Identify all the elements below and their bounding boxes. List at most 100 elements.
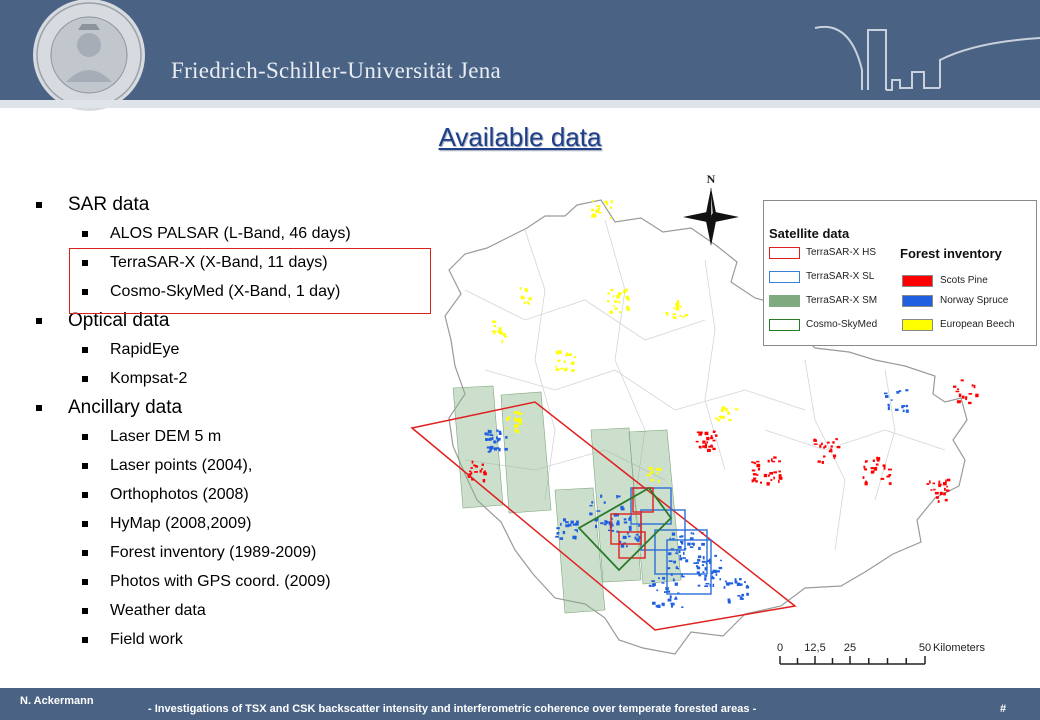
forest-point — [836, 446, 841, 449]
forest-point — [519, 287, 522, 290]
forest-point — [672, 578, 675, 582]
forest-point — [616, 294, 620, 298]
forest-point — [494, 448, 497, 451]
forest-point — [618, 300, 621, 304]
forest-point — [712, 447, 716, 451]
forest-point — [727, 600, 731, 604]
forest-point — [682, 557, 686, 559]
forest-point — [613, 513, 618, 517]
forest-point — [470, 471, 473, 475]
forest-point — [773, 476, 775, 480]
forest-point — [945, 479, 947, 483]
forest-point — [938, 484, 941, 488]
forest-point — [971, 384, 974, 387]
forest-point — [528, 298, 532, 301]
footer-band: N. Ackermann - Investigations of TSX and… — [0, 688, 1040, 720]
forest-point — [563, 369, 568, 372]
forest-point — [600, 522, 604, 525]
forest-point — [604, 520, 608, 524]
forest-point — [685, 559, 689, 563]
forest-point — [695, 440, 699, 443]
forest-point — [562, 530, 566, 535]
forest-point — [698, 433, 702, 436]
forest-point — [883, 392, 888, 395]
forest-point — [756, 474, 759, 476]
forest-point — [664, 591, 668, 593]
forest-point — [672, 602, 675, 606]
forest-point — [890, 399, 893, 401]
forest-point — [712, 583, 715, 587]
forest-point — [975, 393, 979, 398]
forest-point — [681, 541, 684, 545]
forest-point — [555, 535, 559, 538]
outline-subitem: Field work — [34, 625, 351, 654]
forest-point — [628, 517, 632, 521]
legend-label: TerraSAR-X SL — [806, 271, 875, 282]
forest-point — [629, 516, 631, 519]
outline-subitem: Laser points (2004), — [34, 451, 351, 480]
forest-point — [704, 575, 708, 577]
forest-point — [568, 353, 572, 356]
forest-point — [729, 582, 734, 585]
forest-point — [493, 441, 497, 444]
forest-point — [768, 474, 770, 477]
map-legend: Satellite data Forest inventory TerraSAR… — [763, 200, 1037, 346]
forest-point — [756, 463, 761, 468]
legend-swatch — [902, 295, 933, 307]
forest-point — [678, 550, 681, 554]
forest-point — [745, 585, 750, 589]
forest-point — [823, 446, 825, 449]
forest-point — [902, 409, 905, 413]
forest-point — [649, 471, 652, 475]
forest-point — [523, 301, 526, 304]
forest-point — [591, 215, 595, 218]
forest-point — [595, 524, 598, 529]
legend-swatch — [769, 295, 800, 307]
forest-point — [502, 333, 506, 336]
forest-point — [905, 409, 909, 413]
outline-text: Optical data — [68, 310, 170, 331]
forest-point — [883, 466, 886, 470]
forest-point — [574, 529, 577, 531]
forest-point — [701, 560, 706, 563]
forest-point — [487, 430, 492, 434]
forest-point — [591, 208, 594, 212]
forest-point — [752, 461, 755, 464]
forest-point — [571, 361, 575, 365]
forest-point — [682, 315, 685, 318]
jena-skyline-logo — [814, 25, 1040, 91]
forest-point — [865, 460, 868, 463]
forest-point — [681, 606, 684, 608]
forest-point — [739, 597, 744, 600]
forest-point — [702, 445, 706, 448]
forest-point — [887, 403, 890, 406]
forest-point — [738, 583, 743, 586]
forest-point — [778, 470, 781, 473]
forest-point — [568, 523, 572, 527]
forest-point — [610, 517, 613, 521]
legend-swatch — [769, 271, 800, 283]
square-bullet-icon — [82, 231, 88, 237]
forest-point — [885, 395, 889, 398]
forest-point — [603, 523, 607, 526]
forest-point — [707, 559, 711, 562]
forest-point — [471, 460, 474, 464]
outline-subitem: HyMap (2008,2009) — [34, 509, 351, 538]
forest-point — [718, 415, 722, 419]
forest-point — [673, 307, 676, 310]
forest-point — [778, 476, 783, 480]
forest-point — [677, 300, 679, 304]
forest-point — [778, 474, 782, 478]
forest-point — [696, 565, 699, 568]
forest-point — [744, 581, 746, 583]
forest-point — [727, 598, 731, 601]
forest-point — [625, 288, 628, 292]
forest-point — [766, 482, 770, 486]
forest-point — [655, 605, 659, 608]
forest-point — [469, 470, 472, 473]
forest-point — [487, 433, 490, 436]
forest-point — [887, 406, 890, 411]
forest-point — [486, 446, 491, 449]
forest-point — [830, 448, 833, 450]
forest-point — [661, 602, 665, 606]
